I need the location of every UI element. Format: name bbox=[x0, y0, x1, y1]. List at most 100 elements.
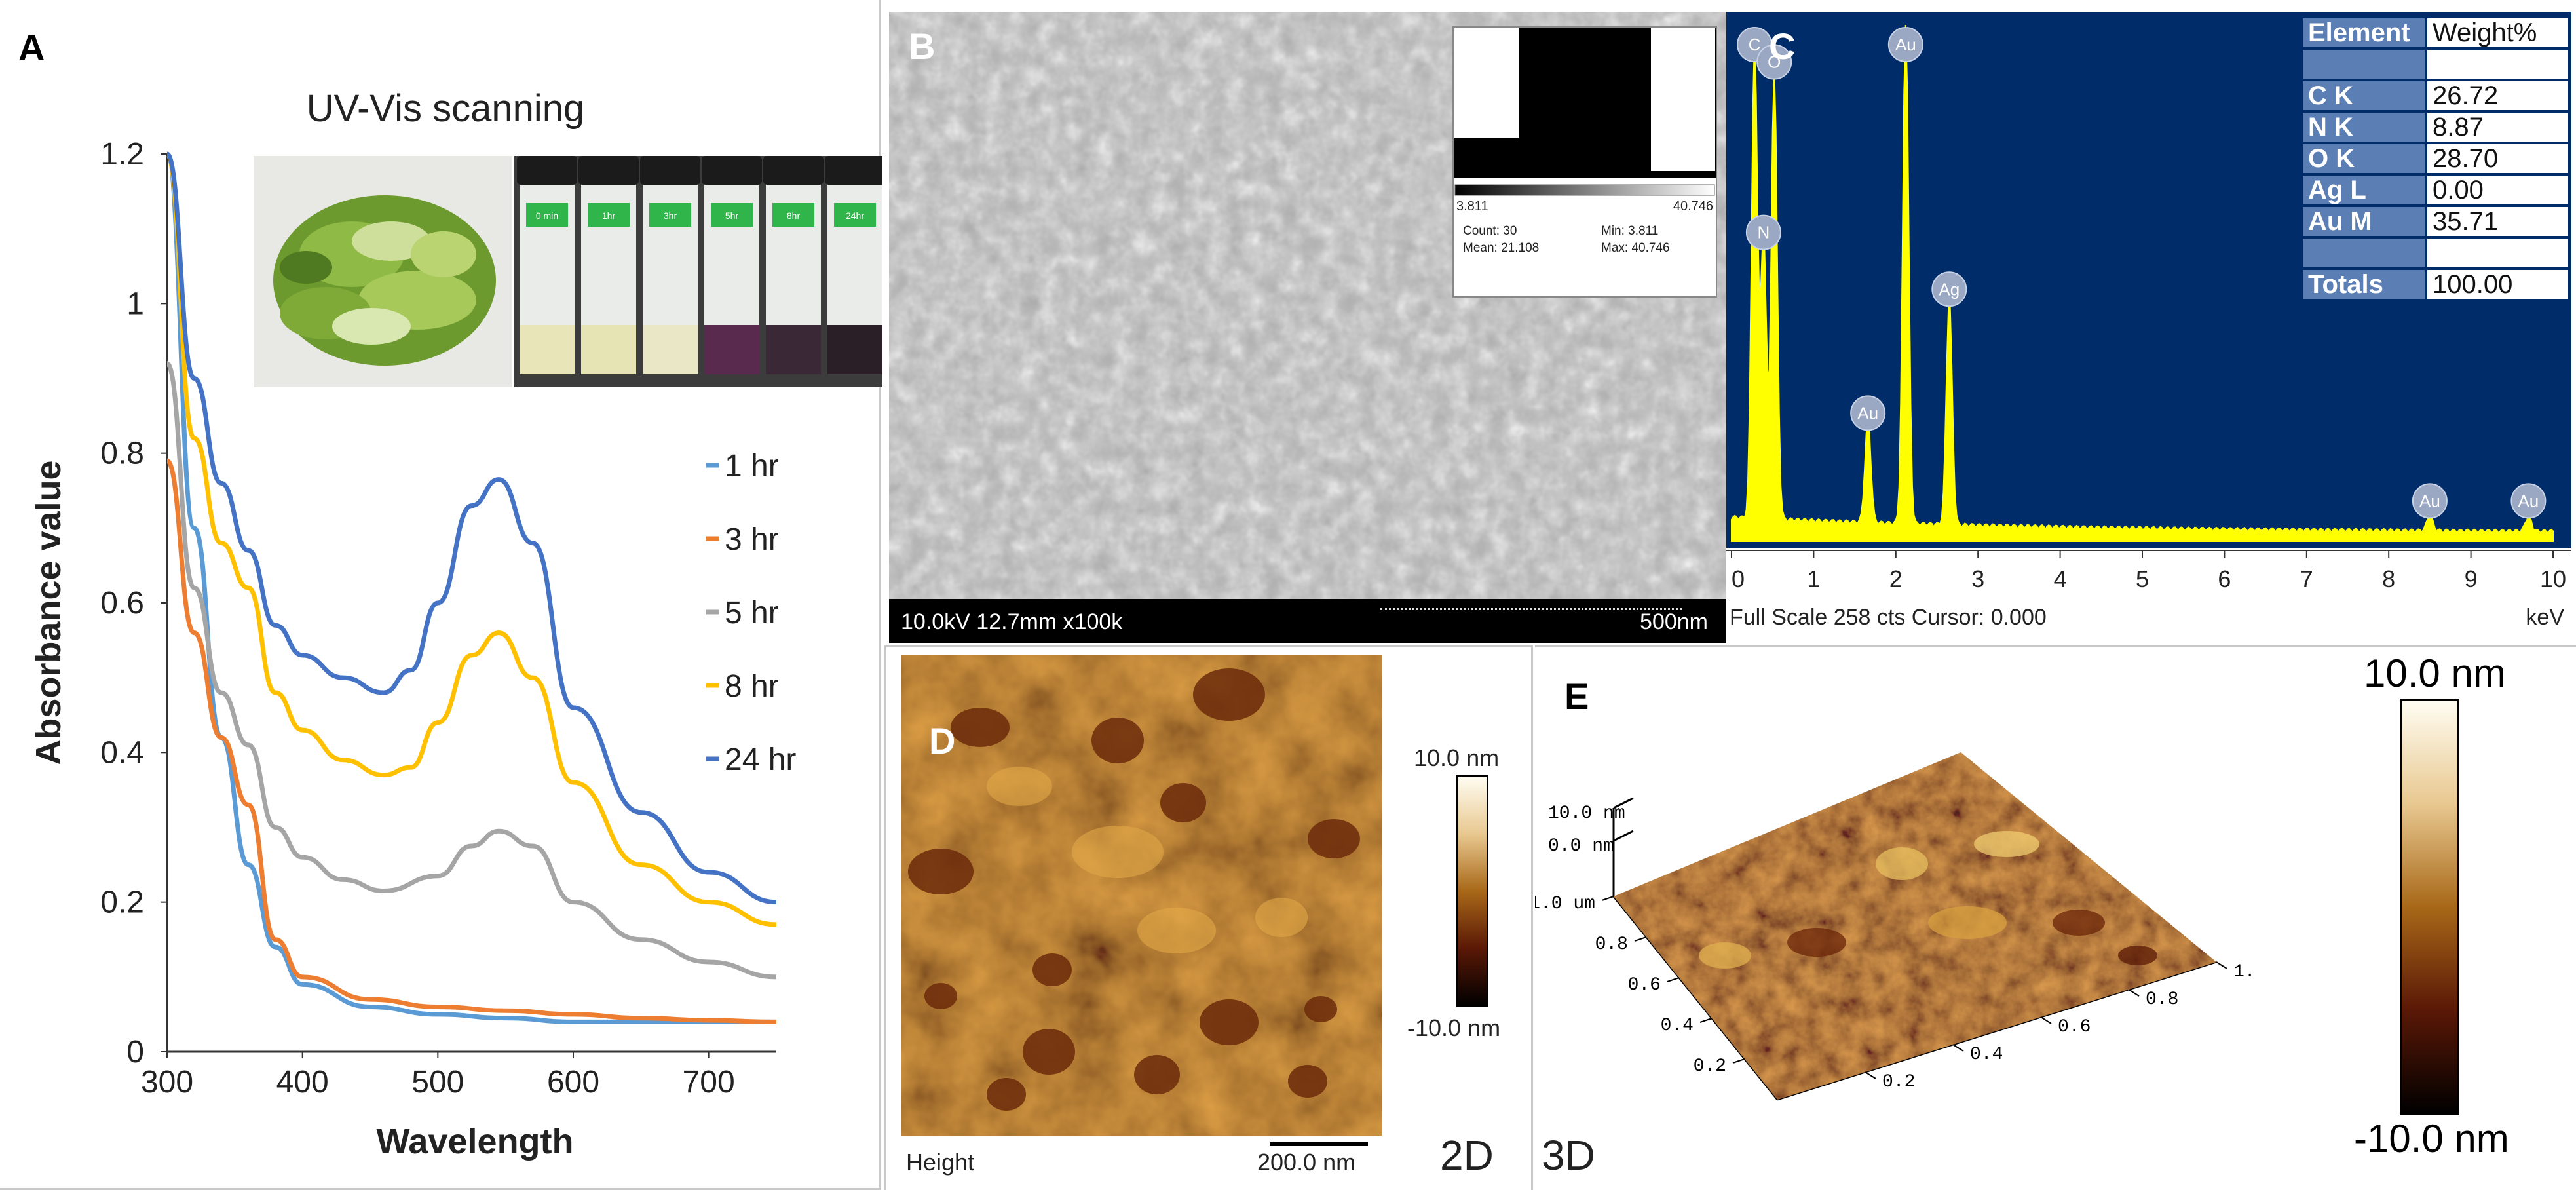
peak-label: Au bbox=[2412, 483, 2448, 519]
vial-cap bbox=[825, 156, 882, 185]
hist-range-min: 3.811 bbox=[1456, 199, 1488, 214]
afm-2d-colorbar-min: -10.0 nm bbox=[1407, 1014, 1501, 1041]
eds-tick-label: 9 bbox=[2465, 566, 2478, 592]
afm-2d-image bbox=[901, 655, 1382, 1136]
legend-label: 1 hr bbox=[725, 449, 779, 484]
vial-cap bbox=[763, 156, 824, 185]
x-tick-label: 600 bbox=[547, 1065, 599, 1100]
afm-3d-left-tick-label: 0.2 bbox=[1694, 1056, 1726, 1077]
peak-label: Au bbox=[2510, 483, 2547, 519]
peak-element: Au bbox=[1895, 35, 1916, 54]
vial-label: 5hr bbox=[725, 210, 739, 221]
series-line-24-hr bbox=[164, 151, 777, 905]
panel-c: C O N Au Ag Au Au Au 0 1 2 3 4 5 6 7 8 9 10 C Element Weig… bbox=[1726, 12, 2576, 643]
panel-a: A 300 400 500 600 700 0 0.2 0.4 0.6 0.8 1 1.2 1 hr 3… bbox=[0, 0, 882, 1190]
afm-3d-left-tick bbox=[1634, 936, 1647, 942]
afm-3d-right-tick-label: 0.4 bbox=[1970, 1045, 2003, 1065]
y-tick-label: 0.2 bbox=[100, 885, 144, 920]
peak-element: Ag bbox=[1939, 279, 1960, 299]
table-blank-cell bbox=[2303, 50, 2425, 79]
table-blank-cell bbox=[2303, 239, 2425, 267]
vial-cap bbox=[517, 156, 577, 185]
afm-height-label: Height bbox=[906, 1149, 975, 1176]
hist-range-max: 40.746 bbox=[1673, 199, 1713, 214]
peak-element: C bbox=[1749, 35, 1761, 54]
panel-d-label: D bbox=[929, 720, 956, 761]
z-zero-label: 0.0 nm bbox=[1548, 836, 1614, 856]
peak-marker bbox=[2510, 483, 2547, 519]
x-tick-label: 500 bbox=[411, 1065, 464, 1100]
eds-footer: Full Scale 258 cts Cursor: 0.000 bbox=[1730, 605, 2047, 630]
afm-3d-right-tick bbox=[2040, 1016, 2052, 1024]
vial-cap bbox=[578, 156, 639, 185]
series-line-5-hr bbox=[164, 361, 777, 980]
y-tick-label: 0.8 bbox=[100, 436, 144, 471]
legend-label: 24 hr bbox=[725, 742, 796, 777]
afm-3d-colorbar bbox=[2400, 699, 2459, 1115]
eds-tick-label: 10 bbox=[2540, 566, 2566, 592]
vial-liquid bbox=[520, 325, 575, 374]
vial-tag bbox=[834, 203, 876, 227]
sem-footer: 10.0kV 12.7mm x100k 500nm bbox=[889, 599, 1726, 643]
panel-e: E 10.0 nm 0.0 nm bbox=[1535, 645, 2576, 1190]
panel-a-label: A bbox=[18, 27, 45, 68]
legend-label: 5 hr bbox=[725, 596, 779, 630]
peak-marker bbox=[1756, 44, 1792, 80]
eds-x-unit: keV bbox=[2526, 605, 2564, 630]
vial-tag bbox=[588, 203, 630, 227]
panel-e-label: E bbox=[1564, 676, 1589, 717]
table-total-label: Totals bbox=[2303, 270, 2425, 299]
peak-label: Au bbox=[1850, 395, 1886, 431]
vial-liquid bbox=[704, 325, 759, 374]
afm-3d-right-tick bbox=[1952, 1044, 1964, 1052]
afm-3d-right-tick bbox=[2128, 989, 2140, 997]
panel-b: B 3.811 40.746 Count: 30 Min: 3.811 Mean… bbox=[889, 12, 1726, 643]
vials-photo: 0 min 1hr 3hr 5hr 8hr 24hr bbox=[514, 156, 882, 387]
afm-3d-right-tick bbox=[2216, 961, 2227, 969]
afm-3d-left-tick-label: 0.8 bbox=[1595, 934, 1628, 955]
eds-tick-label: 8 bbox=[2382, 566, 2395, 592]
x-tick-label: 700 bbox=[683, 1065, 735, 1100]
vial-liquid bbox=[827, 325, 882, 374]
vial-label: 3hr bbox=[664, 210, 677, 221]
x-axis-label: Wavelength bbox=[376, 1122, 573, 1161]
afm-3d-surface: 10.0 nm 0.0 nm 1.0 um0.80.60.40.2 1.0 um… bbox=[1535, 752, 2256, 1101]
vial-tag bbox=[526, 203, 568, 227]
panel-d: Height 200.0 nm 2D D 10.0 nm -10.0 nm bbox=[884, 645, 1533, 1190]
vial: 8hr bbox=[763, 156, 824, 374]
vial-liquid bbox=[643, 325, 698, 374]
panel-c-label: C bbox=[1769, 26, 1796, 67]
table-header-weight: Weight% bbox=[2427, 18, 2568, 47]
eds-tick-label: 4 bbox=[2054, 566, 2067, 592]
peak-label: Au bbox=[1887, 27, 1923, 62]
afm-scale-label: 200.0 nm bbox=[1257, 1149, 1356, 1176]
hist-mean: Mean: 21.108 bbox=[1463, 241, 1540, 255]
peak-marker bbox=[2412, 483, 2448, 519]
afm-3d-left-tick bbox=[1732, 1058, 1745, 1064]
table-element-cell: Au M bbox=[2303, 207, 2425, 236]
y-tick-label: 0 bbox=[126, 1035, 144, 1069]
sem-scale-label: 500nm bbox=[1640, 609, 1708, 634]
afm-scale-bar bbox=[1270, 1142, 1368, 1146]
histogram-chart bbox=[1453, 27, 1716, 196]
y-tick-label: 0.6 bbox=[100, 586, 144, 621]
peel-illustration bbox=[273, 195, 496, 366]
eds-tick-label: 1 bbox=[1807, 566, 1820, 592]
afm-3d-left-tick bbox=[1601, 896, 1614, 901]
vial-tag bbox=[649, 203, 691, 227]
afm-3d-right-tick-label: 0.2 bbox=[1882, 1072, 1915, 1092]
table-element-cell: N K bbox=[2303, 113, 2425, 142]
table-element-cell: O K bbox=[2303, 144, 2425, 173]
peak-marker bbox=[1745, 214, 1781, 250]
table-element-cell: Ag L bbox=[2303, 176, 2425, 204]
peak-label: N bbox=[1745, 214, 1781, 250]
z-top-label: 10.0 nm bbox=[1548, 803, 1625, 824]
vial-cap bbox=[702, 156, 762, 185]
peak-element: O bbox=[1768, 52, 1781, 72]
table-blank-cell bbox=[2427, 239, 2568, 267]
histogram-inset: 3.811 40.746 Count: 30 Min: 3.811 Mean: … bbox=[1452, 26, 1717, 298]
afm-3d-left-tick-label: 0.4 bbox=[1661, 1016, 1694, 1036]
peak-element: Au bbox=[1857, 403, 1878, 423]
photo-inset: 0 min 1hr 3hr 5hr 8hr 24hr bbox=[254, 156, 882, 387]
table-weight-cell: 26.72 bbox=[2427, 81, 2568, 110]
